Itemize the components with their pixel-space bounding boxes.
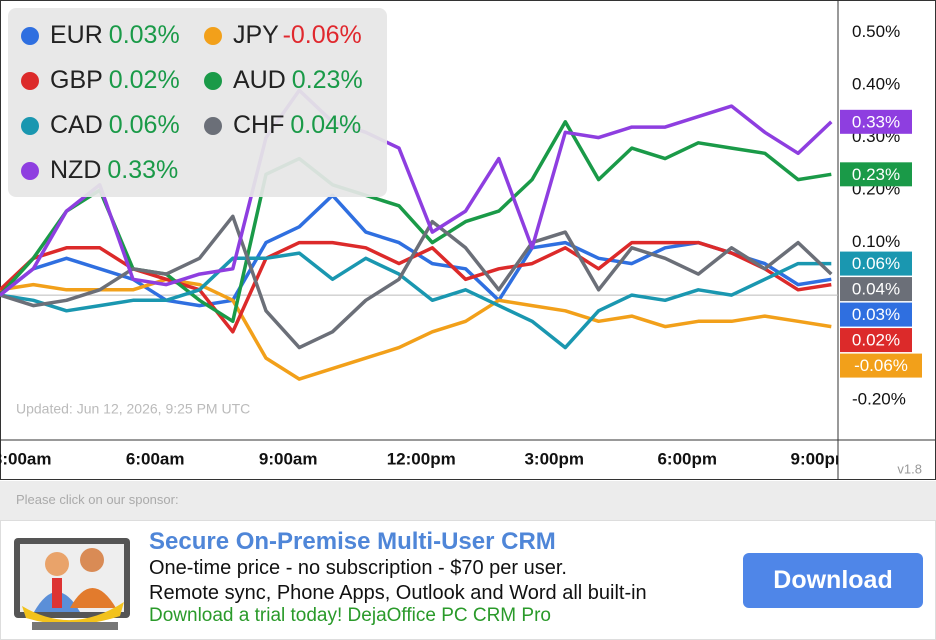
y-tick-label: 0.10% xyxy=(852,232,900,251)
value-tag-label: 0.03% xyxy=(852,305,900,324)
updated-note: Updated: Jun 12, 2026, 9:25 PM UTC xyxy=(16,401,250,417)
legend-name: CAD xyxy=(50,111,103,139)
legend-value: 0.03% xyxy=(109,21,180,49)
legend-name: CHF xyxy=(233,111,284,139)
value-tag-label: 0.06% xyxy=(852,254,900,273)
legend-name: EUR xyxy=(50,21,103,49)
x-tick-label: 6:00am xyxy=(126,449,185,468)
x-tick-label: 3:00pm xyxy=(524,449,584,468)
ad-line: Remote sync, Phone Apps, Outlook and Wor… xyxy=(149,582,647,604)
legend xyxy=(8,8,387,197)
series-line xyxy=(0,88,833,297)
legend-value: 0.33% xyxy=(107,156,178,184)
legend-name: AUD xyxy=(233,66,286,94)
ad-icon xyxy=(14,538,130,630)
x-tick-label: 9:00am xyxy=(259,449,318,468)
y-tick-label: 0.40% xyxy=(852,75,900,94)
x-tick-label: 9:00pm xyxy=(790,449,850,468)
legend-value: 0.23% xyxy=(292,66,363,94)
legend-value: 0.04% xyxy=(290,111,361,139)
series-line xyxy=(0,214,833,350)
version: v1.8 xyxy=(897,461,922,476)
series-line xyxy=(0,251,832,350)
value-tag xyxy=(840,328,912,353)
value-tag xyxy=(840,302,912,327)
sponsor-prompt: Please click on our sponsor: xyxy=(16,492,179,507)
value-tag-label: 0.23% xyxy=(852,165,900,184)
legend-value: 0.02% xyxy=(109,66,180,94)
value-tag xyxy=(840,277,912,302)
value-tag-label: 0.04% xyxy=(852,280,900,299)
x-tick-label: 6:00pm xyxy=(657,449,717,468)
legend-value: 0.06% xyxy=(109,111,180,139)
legend-marker xyxy=(21,72,39,90)
legend-entry: AUD 0.23% xyxy=(233,66,363,94)
legend-marker xyxy=(21,117,39,135)
y-tick-label: -0.20% xyxy=(852,390,906,409)
x-tick-label: 12:00pm xyxy=(387,449,456,468)
legend-entry: CAD 0.06% xyxy=(50,111,180,139)
y-tick-label: 0.50% xyxy=(852,22,900,41)
legend-entry: EUR 0.03% xyxy=(50,21,180,49)
value-tag xyxy=(840,109,912,134)
ad-line: One-time price - no subscription - $70 p… xyxy=(149,557,567,579)
legend-marker xyxy=(204,27,222,45)
legend-entry: CHF 0.04% xyxy=(233,111,361,139)
legend-value: -0.06% xyxy=(283,21,362,49)
legend-entry: GBP 0.02% xyxy=(50,66,180,94)
chart: EUR 0.03% JPY -0.06%GBP 0.02% AUD 0.23%CAD 0.06… xyxy=(0,0,936,480)
legend-entry: JPY -0.06% xyxy=(233,21,362,49)
legend-name: NZD xyxy=(50,156,101,184)
legend-marker xyxy=(204,117,222,135)
value-tag xyxy=(840,353,922,378)
ad-title[interactable]: Secure On-Premise Multi-User CRM xyxy=(149,528,556,555)
legend-name: GBP xyxy=(50,66,103,94)
ad-line: Download a trial today! DejaOffice PC CR… xyxy=(149,605,551,626)
legend-marker xyxy=(204,72,222,90)
value-tag-label: -0.06% xyxy=(854,356,908,375)
legend-marker xyxy=(21,27,39,45)
series-line xyxy=(0,277,832,381)
download-button[interactable]: Download xyxy=(743,553,923,608)
value-tag xyxy=(840,162,912,187)
legend-marker xyxy=(21,162,39,180)
x-tick-label: 3:00am xyxy=(0,449,51,468)
legend-entry: NZD 0.33% xyxy=(50,156,178,184)
legend-name: JPY xyxy=(233,21,279,49)
value-tag-label: 0.02% xyxy=(852,331,900,350)
value-tag-label: 0.33% xyxy=(852,112,900,131)
value-tag xyxy=(840,251,912,276)
